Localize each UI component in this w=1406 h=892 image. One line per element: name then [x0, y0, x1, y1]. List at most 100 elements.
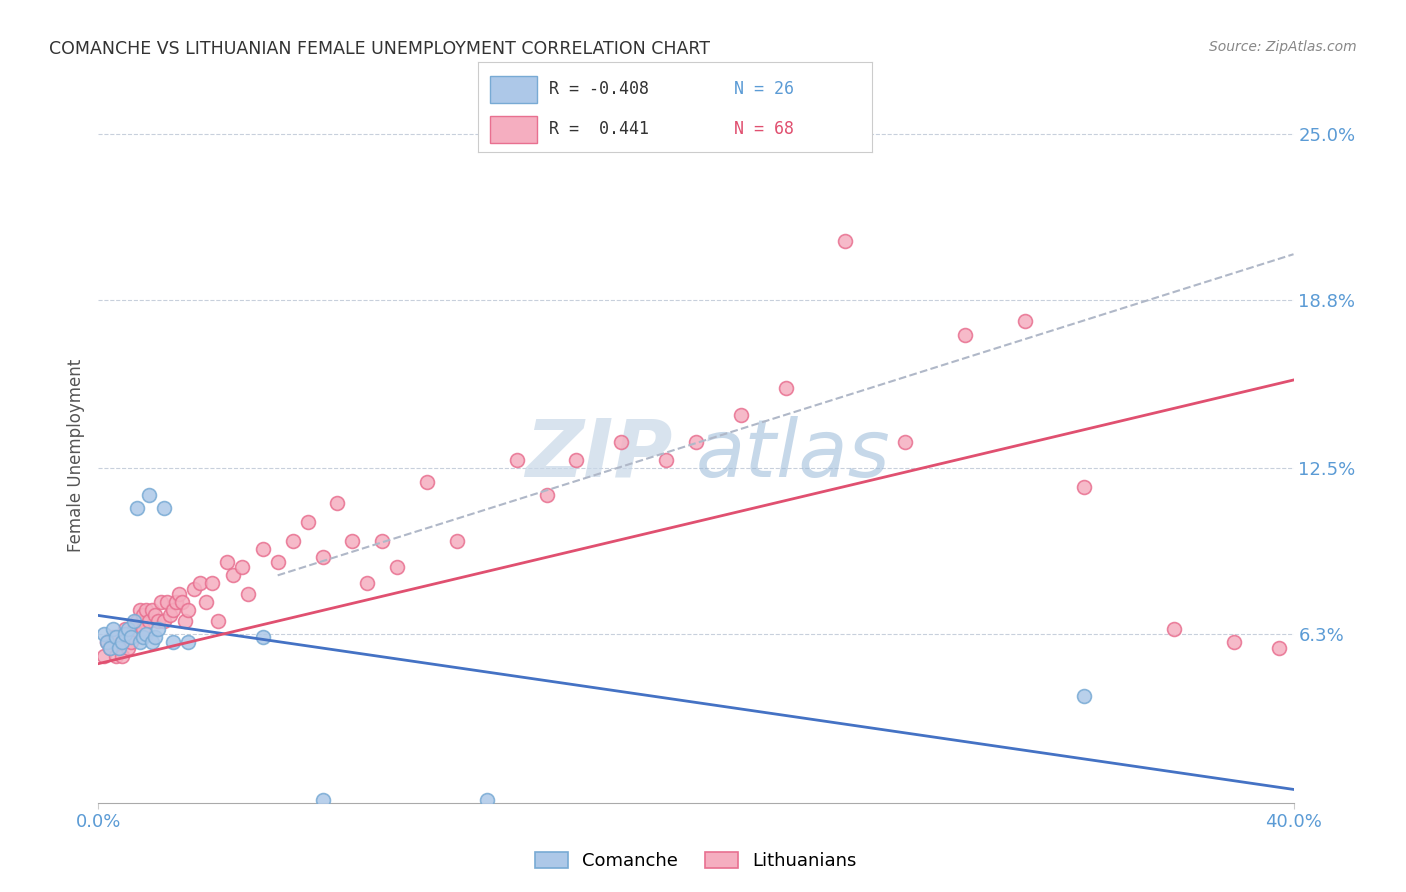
Point	[165, 595, 187, 609]
Point	[96, 635, 118, 649]
Point	[222, 568, 245, 582]
Point	[159, 608, 181, 623]
Point	[150, 595, 173, 609]
Point	[475, 793, 498, 807]
Point	[236, 587, 259, 601]
Point	[1073, 689, 1095, 703]
Y-axis label: Female Unemployment: Female Unemployment	[66, 359, 84, 551]
Point	[96, 635, 118, 649]
Point	[610, 434, 633, 449]
Point	[108, 640, 131, 655]
Point	[93, 627, 115, 641]
FancyBboxPatch shape	[489, 116, 537, 143]
Point	[177, 635, 200, 649]
Text: N = 68: N = 68	[734, 120, 794, 138]
Text: N = 26: N = 26	[734, 80, 794, 98]
Point	[252, 541, 274, 556]
Point	[124, 614, 146, 628]
Point	[148, 614, 170, 628]
Point	[156, 595, 179, 609]
Point	[231, 560, 253, 574]
Point	[124, 622, 146, 636]
Point	[207, 614, 229, 628]
Point	[267, 555, 290, 569]
Point	[834, 234, 856, 248]
Point	[138, 614, 160, 628]
Point	[385, 560, 409, 574]
Point	[120, 630, 142, 644]
Point	[371, 533, 394, 548]
Point	[108, 640, 131, 655]
Point	[143, 630, 166, 644]
Point	[356, 576, 378, 591]
Point	[1267, 640, 1289, 655]
Point	[105, 630, 128, 644]
Point	[120, 635, 142, 649]
Point	[506, 453, 529, 467]
Point	[311, 793, 333, 807]
Point	[174, 614, 197, 628]
Point	[201, 576, 224, 591]
Point	[730, 408, 752, 422]
Point	[105, 648, 128, 663]
Point	[138, 488, 160, 502]
Point	[172, 595, 194, 609]
Point	[536, 488, 558, 502]
Point	[416, 475, 439, 489]
Point	[162, 635, 184, 649]
Point	[297, 515, 319, 529]
Point	[117, 622, 139, 636]
Point	[135, 603, 157, 617]
Point	[252, 630, 274, 644]
Point	[127, 614, 149, 628]
Text: atlas: atlas	[696, 416, 891, 494]
Point	[148, 622, 170, 636]
Point	[1014, 314, 1036, 328]
Point	[129, 635, 152, 649]
Point	[141, 635, 163, 649]
Point	[953, 327, 976, 342]
Point	[1163, 622, 1185, 636]
Point	[153, 501, 176, 516]
Point	[111, 635, 134, 649]
Point	[1073, 480, 1095, 494]
FancyBboxPatch shape	[489, 76, 537, 103]
Point	[135, 627, 157, 641]
Text: R = -0.408: R = -0.408	[548, 80, 650, 98]
Point	[685, 434, 707, 449]
Point	[655, 453, 678, 467]
Point	[117, 640, 139, 655]
Point	[111, 648, 134, 663]
Point	[1223, 635, 1246, 649]
Point	[167, 587, 190, 601]
Point	[311, 549, 333, 564]
Point	[114, 627, 136, 641]
Point	[162, 603, 184, 617]
Point	[103, 622, 125, 636]
Point	[132, 608, 155, 623]
Point	[565, 453, 588, 467]
Point	[215, 555, 238, 569]
Text: Source: ZipAtlas.com: Source: ZipAtlas.com	[1209, 40, 1357, 54]
Text: ZIP: ZIP	[524, 416, 672, 494]
Point	[141, 603, 163, 617]
Point	[132, 622, 155, 636]
Point	[100, 640, 122, 655]
Point	[100, 640, 122, 655]
Point	[132, 630, 155, 644]
Point	[93, 648, 115, 663]
Point	[177, 603, 200, 617]
Point	[188, 576, 211, 591]
Point	[114, 622, 136, 636]
Point	[326, 496, 349, 510]
Point	[894, 434, 917, 449]
Point	[342, 533, 364, 548]
Point	[446, 533, 468, 548]
Point	[775, 381, 797, 395]
Point	[103, 630, 125, 644]
Point	[143, 608, 166, 623]
Point	[195, 595, 218, 609]
Point	[111, 635, 134, 649]
Point	[129, 603, 152, 617]
Legend: Comanche, Lithuanians: Comanche, Lithuanians	[529, 845, 863, 877]
